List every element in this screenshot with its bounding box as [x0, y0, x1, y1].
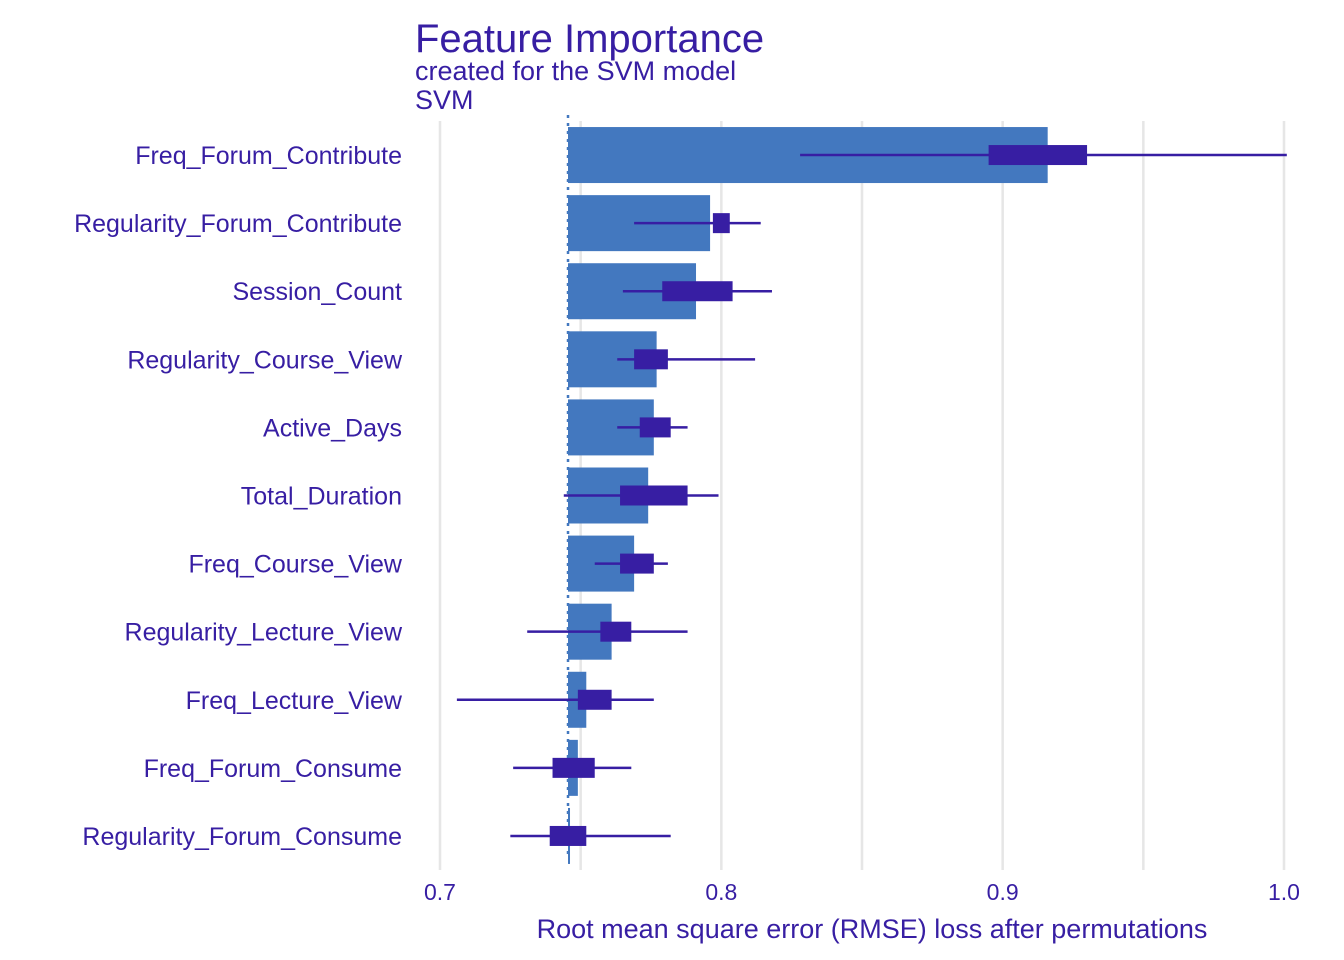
boxplot-box [712, 213, 730, 234]
boxplot-box [988, 145, 1088, 166]
boxplot-box [577, 689, 612, 710]
x-tick-label: 0.9 [987, 879, 1019, 905]
x-tick-label: 0.8 [705, 879, 737, 905]
feature-label: Freq_Lecture_View [186, 687, 403, 715]
chart-title: Feature Importance [415, 17, 764, 61]
x-axis-ticks: 0.7 0.8 0.9 1.0 [424, 879, 1300, 905]
x-tick-label: 1.0 [1268, 879, 1300, 905]
feature-label: Regularity_Lecture_View [125, 619, 403, 647]
boxplot-box [600, 621, 632, 642]
boxplot-box [549, 825, 587, 846]
boxplot-box [620, 485, 688, 506]
boxplot-box [552, 757, 595, 778]
feature-label: Total_Duration [241, 483, 402, 511]
x-axis-label: Root mean square error (RMSE) loss after… [537, 914, 1208, 944]
feature-label: Freq_Forum_Consume [144, 755, 402, 783]
boxplot-box [639, 417, 671, 438]
feature-label: Active_Days [263, 414, 402, 442]
boxplot-box [662, 281, 733, 302]
feature-label: Regularity_Forum_Contribute [74, 210, 402, 238]
feature-label: Freq_Course_View [188, 551, 402, 579]
x-tick-label: 0.7 [424, 879, 456, 905]
boxplot-box [634, 349, 668, 370]
feature-label: Freq_Forum_Contribute [135, 142, 402, 170]
feature-labels: Freq_Forum_Contribute Regularity_Forum_Co… [74, 142, 403, 851]
feature-label: Regularity_Forum_Consume [82, 823, 402, 851]
model-label: SVM [415, 85, 474, 115]
boxplots [456, 145, 1287, 846]
boxplot-box [620, 553, 654, 574]
feature-label: Regularity_Course_View [127, 346, 403, 374]
feature-label: Session_Count [232, 278, 402, 306]
chart-subtitle: created for the SVM model [415, 56, 736, 86]
